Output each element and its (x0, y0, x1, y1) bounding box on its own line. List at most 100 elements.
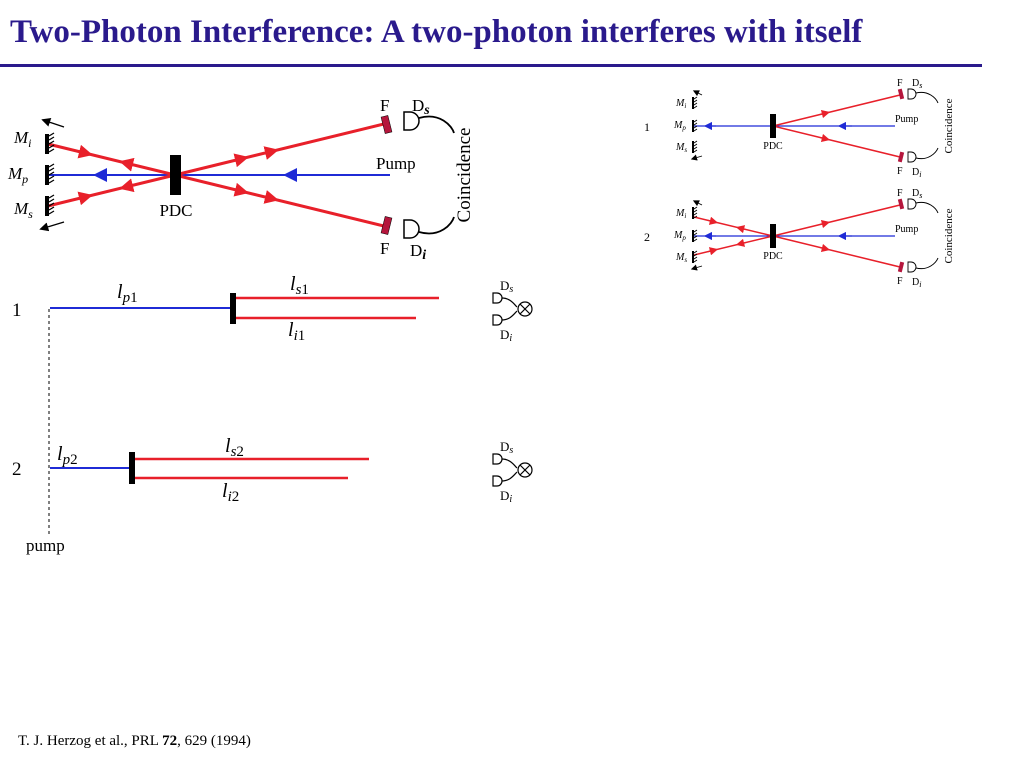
small-idler-arrow (819, 243, 831, 253)
signal-beam (174, 121, 389, 177)
filter-i-label: F (380, 239, 389, 258)
small-return-beam (693, 216, 774, 237)
detector-s-label: Ds (412, 96, 430, 118)
ls2-label: ls2 (225, 435, 244, 460)
path-diagram-1: 1 lp1 ls1 li1 Ds Di (12, 273, 533, 344)
mirror-s-label: Ms (13, 199, 33, 221)
wire-i (501, 310, 518, 321)
small-coincidence-label: Coincidence (943, 98, 955, 153)
small-filter-s-label: F (897, 78, 903, 89)
small-filter-i-label: F (897, 166, 903, 177)
small-mirror-icon (692, 206, 698, 263)
small-detector-s-icon (907, 198, 917, 210)
small-detector-i-label: Di (912, 167, 921, 179)
detector-i-icon (492, 475, 503, 487)
detector-s-icon (403, 111, 420, 131)
small-translation-arrow (690, 154, 703, 161)
mirror-i-icon (45, 132, 55, 154)
mirror-p-label: Mp (7, 164, 28, 186)
small-setup-2: 2 PDC (644, 188, 955, 289)
small-coincidence-wire (915, 257, 939, 270)
small-return-arrow (735, 238, 747, 247)
path-diagram-2: 2 lp2 ls2 li2 Ds Di (12, 435, 533, 505)
idler-arrow (229, 182, 249, 197)
small-signal-beam (772, 94, 901, 127)
detector-i-label: Di (410, 241, 426, 263)
wire-i (501, 471, 518, 482)
coincidence-label: Coincidence (454, 128, 475, 223)
small-detector-s-label: Ds (912, 78, 922, 90)
small-idler-arrow (819, 133, 831, 143)
small-filter-s (897, 198, 905, 210)
li1-label: li1 (288, 319, 305, 344)
pump-reference-label: pump (26, 536, 65, 555)
small-mirror-p-label: Mp (673, 230, 686, 242)
pdc-label: PDC (159, 201, 192, 220)
small-signal-beam (772, 204, 901, 237)
slide-title: Two-Photon Interference: A two-photon in… (10, 14, 863, 50)
small-coincidence-wire (915, 201, 939, 214)
lp1-label: lp1 (117, 281, 138, 306)
small-filter-i-label: F (897, 276, 903, 287)
small-signal-arrow (819, 219, 831, 229)
small-mirror-i-label: Mi (675, 208, 686, 220)
small-mirror-p-label: Mp (673, 120, 686, 132)
small-mirror-i-label: Mi (675, 98, 686, 110)
small-setup-1: 1 PDC (644, 78, 955, 179)
detector-s-icon (492, 453, 503, 465)
small-translation-arrow (692, 200, 703, 207)
small-signal-arrow (819, 109, 831, 119)
mirror-i-label: Mi (13, 128, 32, 150)
signal-arrow (229, 153, 249, 168)
mirror-s-icon (45, 194, 55, 216)
coincidence-wire-i (418, 216, 455, 235)
small-setup-2-number: 2 (644, 230, 650, 244)
di-label: Di (500, 488, 512, 505)
mirror-p-icon (45, 163, 55, 185)
return-beam-lower (47, 173, 176, 208)
small-coincidence-label: Coincidence (943, 208, 955, 263)
small-translation-arrow (690, 264, 703, 271)
coincidence-wire-s (418, 115, 455, 134)
ls1-label: ls1 (290, 273, 309, 298)
path-number-2: 2 (12, 459, 22, 480)
small-idler-beam (772, 235, 901, 268)
small-detector-s-icon (907, 88, 917, 100)
idler-arrow (259, 190, 279, 204)
small-mirror-icon (692, 96, 698, 153)
mirror-i-translation-arrow (41, 117, 65, 128)
small-mirror-s-label: Ms (675, 142, 687, 154)
mirror-s-translation-arrow (39, 221, 65, 232)
path-number-1: 1 (12, 300, 22, 321)
crystal-2 (129, 452, 135, 484)
small-pump-label: Pump (895, 224, 918, 235)
small-filter-s (897, 88, 905, 100)
return-arrow (73, 191, 93, 206)
small-detector-i-icon (907, 261, 917, 273)
coincidence-counter-icon (517, 462, 533, 478)
main-setup: PDC (7, 96, 475, 263)
small-detector-i-icon (907, 151, 917, 163)
small-mirror-s-label: Ms (675, 252, 687, 264)
small-pump-label: Pump (895, 114, 918, 125)
small-filter-i (897, 151, 905, 163)
small-pdc-label: PDC (763, 141, 783, 152)
small-return-beam (693, 235, 774, 256)
citation: T. J. Herzog et al., PRL 72, 629 (1994) (18, 733, 251, 750)
small-detector-i-label: Di (912, 277, 921, 289)
return-arrow (119, 178, 139, 193)
citation-volume: 72 (162, 733, 178, 749)
small-filter-s-label: F (897, 188, 903, 199)
ds-label: Ds (500, 278, 513, 295)
return-arrow (73, 144, 93, 159)
small-coincidence-wire (915, 91, 939, 104)
crystal-1 (230, 293, 236, 324)
small-translation-arrow (692, 90, 703, 97)
small-idler-beam (772, 125, 901, 158)
ds-label: Ds (500, 439, 513, 456)
small-pdc-crystal (770, 114, 776, 138)
wire-s (501, 297, 518, 308)
signal-arrow (259, 146, 279, 160)
detector-i-icon (492, 314, 503, 326)
small-coincidence-wire (915, 147, 939, 160)
